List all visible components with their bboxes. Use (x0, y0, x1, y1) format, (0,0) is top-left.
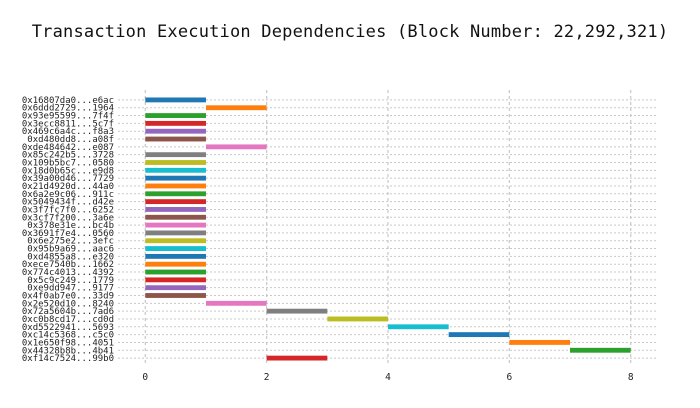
x-tick-label: 4 (385, 372, 391, 383)
dependency-bar (145, 136, 206, 142)
dependency-bar (145, 113, 206, 118)
transaction-label: 0x6e275e2...3efc (27, 237, 114, 247)
transaction-label: 0x93e95599...7f4f (22, 112, 114, 122)
dependency-bar (145, 246, 206, 251)
dependency-bar (266, 308, 328, 314)
x-tick-label: 6 (506, 372, 512, 383)
transaction-label: 0x5c9c249...1779 (27, 276, 114, 286)
x-tick-label: 2 (264, 372, 270, 383)
transaction-label: 0x3cf7f200...3a6e (22, 213, 114, 223)
dependency-bar (205, 300, 267, 306)
dependency-bar (145, 293, 206, 298)
transaction-label: 0x72a5604b...7ad6 (22, 307, 114, 317)
transaction-label: 0xece7540b...1662 (22, 260, 114, 270)
dependency-bar (145, 238, 206, 244)
dependency-bar (205, 105, 267, 111)
transaction-label: 0xd5522941...5693 (22, 323, 114, 333)
transaction-label: 0xd4855a8...e320 (27, 252, 114, 262)
transaction-label: 0xf14c7524...99b0 (22, 354, 114, 364)
dependency-bar (145, 152, 206, 158)
dependency-bar (145, 261, 206, 267)
transaction-label: 0x469c6a4c...f8a3 (22, 127, 114, 137)
dependency-bar (145, 199, 206, 205)
transaction-label: 0x3691f7e4...0560 (22, 229, 114, 239)
transaction-label: 0x5049434f...d42e (22, 198, 114, 208)
dependency-bar (145, 269, 206, 275)
transaction-label: 0x85c242b5...3728 (22, 151, 114, 161)
label-layer: 0 2 4 6 80x16807da0...e6ac0x6ddd2729...19640… (22, 96, 634, 383)
transaction-label: 0x16807da0...e6ac (22, 96, 114, 106)
grid-layer (118, 90, 658, 366)
dependency-bar (145, 175, 206, 181)
transaction-label: 0x774c4013...4392 (22, 268, 114, 278)
transaction-label: 0xc14c5368...c5c0 (22, 331, 114, 341)
dependency-bar (448, 332, 510, 338)
transaction-label: 0xc0b8cd17...cd0d (22, 315, 114, 325)
dependency-bar (266, 355, 328, 361)
dependency-bar (145, 207, 206, 212)
transaction-label: 0x6ddd2729...1964 (22, 104, 114, 114)
dependency-bar (327, 316, 388, 322)
transaction-label: 0x18d0b65c...e9d8 (22, 166, 114, 176)
x-tick-label: 8 (628, 372, 634, 383)
transaction-label: 0xde484642...e087 (22, 143, 114, 153)
transaction-label: 0xd480dd8...a08f (27, 135, 114, 145)
dependency-bar (145, 222, 206, 228)
dependency-bar (145, 167, 206, 173)
bar-layer (145, 97, 631, 361)
dependency-bar (145, 183, 206, 189)
dependency-bar (145, 253, 206, 259)
transaction-label: 0x2e520d10...8240 (22, 299, 114, 309)
transaction-label: 0x4f0ab7e0...33d9 (22, 292, 114, 302)
dependency-bar (145, 128, 206, 134)
transaction-label: 0x6a2e9c06...911c (22, 190, 114, 200)
dependency-bar (145, 191, 206, 197)
transaction-label: 0x378e31e...bc4b (27, 221, 114, 231)
transaction-label: 0x3ecc8811...5c7f (22, 119, 114, 129)
x-tick-label: 0 (142, 372, 148, 383)
dependency-bar (145, 230, 206, 236)
transaction-label: 0x95b9a69...aac6 (27, 245, 114, 255)
dependency-bar (205, 144, 267, 150)
transaction-label: 0x21d4920d...44a0 (22, 182, 114, 192)
transaction-label: 0x39a00d46...7729 (22, 174, 114, 184)
dependency-bar (145, 277, 206, 283)
transaction-label: 0xe9dd947...9177 (27, 284, 114, 294)
dependency-bar (145, 214, 206, 220)
dependency-bar (145, 120, 206, 126)
dependency-bar (145, 97, 206, 103)
chart-title: Transaction Execution Dependencies (Bloc… (31, 22, 669, 42)
transaction-label: 0x109b5bc7...0580 (22, 159, 114, 169)
dependency-bar (145, 285, 206, 291)
transaction-label: 0x3f7fc7f0...6252 (22, 205, 114, 215)
dependency-bar (570, 347, 631, 353)
transaction-label: 0x44328b8b...4b41 (22, 346, 114, 356)
dependency-bar (509, 340, 571, 345)
transaction-label: 0x1e650f98...4051 (22, 338, 114, 348)
dependency-bar (388, 324, 449, 330)
dependency-bar (145, 160, 206, 165)
